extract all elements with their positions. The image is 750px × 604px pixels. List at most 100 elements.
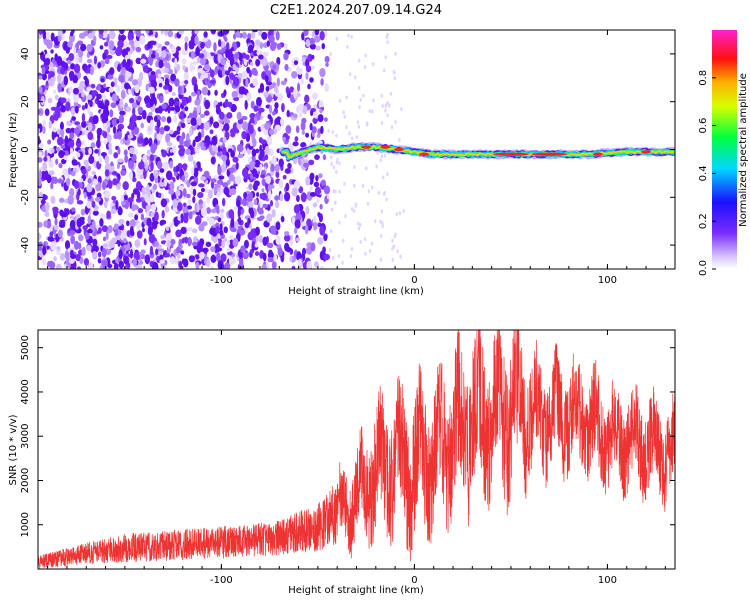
spectrogram-speck (335, 160, 338, 165)
spectrogram-noise-cell (318, 213, 323, 223)
spectrogram-noise-cell (304, 94, 310, 104)
spectrogram-noise-cell (128, 97, 135, 104)
spectrogram-noise-cell (321, 42, 325, 50)
spectrogram-noise-cell (282, 174, 287, 180)
spectrogram-noise-cell (149, 245, 154, 256)
spectrogram-noise-cell (284, 168, 291, 174)
spectrogram-noise-cell (173, 114, 178, 123)
spectrogram-noise-cell (161, 149, 167, 158)
spectrogram-noise-cell (151, 143, 158, 151)
spectrogram-noise-cell (196, 161, 201, 167)
spectrogram-noise-cell (143, 161, 149, 169)
spectrogram-noise-cell (250, 209, 255, 219)
spectrogram-noise-cell (104, 41, 109, 47)
spectrogram-noise-cell (185, 193, 191, 199)
spectrogram-noise-cell (121, 165, 126, 170)
spectrogram-noise-cell (309, 122, 313, 131)
spectrogram-noise-cell (242, 121, 249, 131)
spectrogram-noise-cell (76, 137, 81, 144)
spectrogram-noise-cell (219, 211, 224, 220)
colorbar-tick-label: 0.4 (698, 165, 709, 181)
spectrogram-speck (363, 65, 367, 70)
spectrogram-noise-cell (256, 192, 260, 197)
spectrogram-noise-cell (172, 92, 176, 97)
spectrogram-noise-cell (196, 90, 201, 97)
colorbar-tick-label: 0.2 (698, 213, 709, 229)
spectrogram-ytick-label: -40 (20, 237, 31, 253)
chart-title: C2E1.2024.207.09.14.G24 (270, 3, 442, 18)
spectrogram-noise-cell (129, 170, 133, 181)
spectrogram-noise-cell (124, 54, 131, 60)
spectrogram-speck (359, 97, 362, 102)
spectrogram-noise-cell (60, 97, 67, 104)
spectrogram-noise-cell (261, 264, 267, 269)
spectrogram-noise-cell (159, 220, 164, 226)
spectrogram-noise-cell (252, 138, 257, 147)
spectrogram-noise-cell (264, 154, 269, 161)
spectrogram-noise-cell (273, 85, 279, 93)
spectrogram-noise-cell (319, 108, 323, 114)
spectrogram-noise-cell (314, 186, 322, 196)
spectrogram-speck (335, 170, 338, 175)
spectrogram-noise-cell (102, 104, 109, 111)
spectrogram-noise-cell (55, 263, 62, 269)
spectrogram-noise-cell (203, 121, 210, 131)
spectrogram-noise-cell (218, 101, 223, 107)
spectrogram-noise-cell (228, 188, 233, 196)
spectrogram-speck (386, 113, 389, 118)
spectrogram-noise-cell (102, 131, 108, 139)
spectrogram-speck (353, 165, 356, 170)
spectrogram-noise-cell (186, 132, 190, 143)
spectrogram-noise-cell (123, 255, 127, 264)
spectrogram-noise-cell (182, 163, 188, 172)
spectrogram-noise-cell (169, 181, 175, 191)
spectrogram-noise-cell (269, 200, 274, 207)
spectrogram-noise-cell (56, 73, 62, 84)
spectrogram-noise-cell (75, 56, 79, 66)
spectrogram-speck (335, 36, 338, 41)
spectrogram-noise-cell (319, 30, 325, 41)
spectrogram-noise-cell (180, 250, 185, 255)
spectrogram-noise-cell (257, 209, 264, 215)
spectrogram-speck (362, 93, 365, 98)
spectrogram-noise-cell (199, 167, 203, 172)
spectrogram-noise-cell (152, 264, 159, 269)
spectrogram-noise-cell (239, 258, 244, 268)
spectrogram-noise-cell (102, 122, 108, 130)
spectrogram-noise-cell (201, 221, 208, 227)
spectrogram-noise-cell (199, 113, 206, 118)
spectrogram-noise-cell (152, 220, 159, 225)
spectrogram-noise-cell (135, 46, 142, 53)
spectrogram-noise-cell (52, 127, 57, 132)
spectrogram-noise-cell (56, 101, 61, 108)
spectrogram-noise-cell (123, 194, 128, 201)
spectrogram-noise-cell (127, 242, 131, 251)
spectrogram-noise-cell (65, 101, 71, 112)
spectrogram-noise-cell (270, 163, 275, 172)
spectrogram-speck (331, 130, 334, 135)
spectrogram-noise-cell (203, 72, 209, 80)
spectrogram-noise-cell (269, 104, 273, 114)
spectrogram-noise-cell (84, 77, 90, 87)
spectrogram-speck (380, 209, 384, 214)
spectrogram-noise-cell (167, 104, 171, 114)
spectrogram-noise-cell (50, 106, 57, 111)
spectrogram-speck (388, 103, 391, 108)
spectrogram-noise-cell (224, 36, 228, 42)
spectrogram-noise-cell (253, 70, 258, 77)
spectrogram-noise-cell (87, 131, 94, 141)
spectrogram-noise-cell (91, 89, 98, 97)
spectrogram-speck (398, 211, 402, 216)
spectrogram-noise-cell (261, 188, 265, 193)
spectrogram-noise-cell (300, 221, 307, 227)
spectrogram-noise-cell (63, 75, 69, 86)
spectrogram-noise-cell (87, 178, 92, 184)
spectrogram-noise-cell (188, 211, 193, 220)
spectrogram-speck (394, 232, 397, 237)
spectrogram-noise-cell (187, 154, 194, 162)
spectrogram-noise-cell (120, 232, 125, 241)
spectrogram-noise-cell (248, 124, 254, 135)
spectrogram-noise-cell (48, 120, 52, 130)
spectrogram-noise-cell (141, 227, 146, 233)
spectrogram-noise-cell (86, 43, 93, 52)
